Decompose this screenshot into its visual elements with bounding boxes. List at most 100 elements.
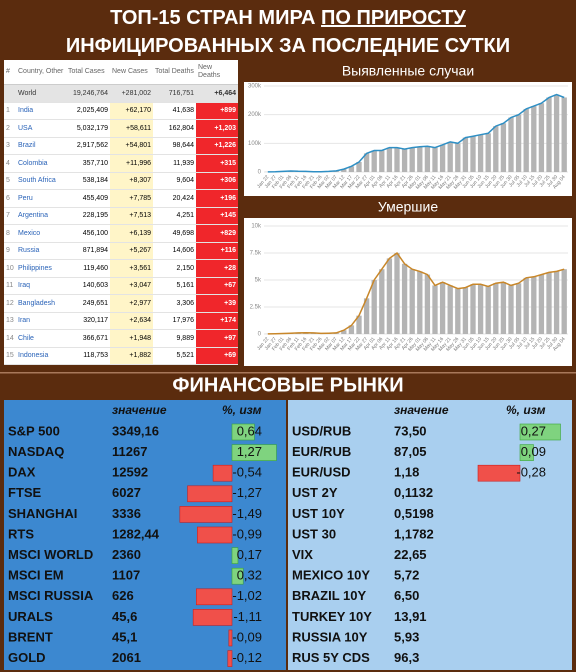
bar xyxy=(455,288,461,334)
country: Argentina xyxy=(16,207,66,225)
chart-title: Умершие xyxy=(378,199,439,215)
covid-table: # Country, Other Total Cases New Cases Total… xyxy=(4,60,238,365)
country-row: 12 Bangladesh 249,651 +2,977 3,306 +39 xyxy=(4,294,238,313)
bar xyxy=(493,283,499,334)
markets-title: ФИНАНСОВЫЕ РЫНКИ xyxy=(172,374,403,396)
y-tick-label: 10k xyxy=(251,224,262,230)
cell: +1,882 xyxy=(110,347,153,365)
value-header: значение xyxy=(112,403,167,417)
instrument: MSCI EM xyxy=(8,568,64,583)
bar xyxy=(394,253,400,334)
cell: +8,307 xyxy=(110,172,153,190)
instrument: MSCI RUSSIA xyxy=(8,588,94,603)
change: -1,02 xyxy=(232,588,262,603)
bar xyxy=(447,285,453,334)
change: 0,17 xyxy=(237,547,262,562)
country-row: 14 Chile 366,671 +1,948 9,889 +97 xyxy=(4,329,238,348)
bar xyxy=(477,134,484,172)
change: -0,54 xyxy=(232,465,262,480)
bar xyxy=(379,269,385,334)
y-tick-label: 0 xyxy=(258,332,262,338)
cell: +1,226 xyxy=(196,137,238,155)
y-tick-label: 5k xyxy=(255,278,262,284)
instrument: UST 2Y xyxy=(292,485,338,500)
change: 0,64 xyxy=(237,423,262,438)
bar xyxy=(356,315,362,334)
cell: +2,977 xyxy=(110,294,153,313)
bar xyxy=(485,286,491,334)
cell: 9,889 xyxy=(153,329,196,348)
change-bar xyxy=(197,526,233,544)
cell: 118,753 xyxy=(66,347,110,365)
instrument: RUSSIA 10Y xyxy=(292,629,368,644)
country-row: 6 Peru 455,409 +7,785 20,424 +196 xyxy=(4,189,238,208)
bar xyxy=(424,146,431,172)
value: 5,72 xyxy=(394,568,419,583)
bar xyxy=(508,117,514,172)
change-bar xyxy=(187,485,233,503)
country-row: 5 South Africa 538,184 +8,307 9,604 +306 xyxy=(4,172,238,190)
cell: +6,464 xyxy=(196,84,238,103)
country: India xyxy=(16,102,66,120)
change: -0,09 xyxy=(232,629,262,644)
cell: +145 xyxy=(196,207,238,225)
cell: 2,150 xyxy=(153,259,196,278)
cell: 2,025,409 xyxy=(66,102,110,120)
cell: 9 xyxy=(4,242,16,260)
cell: +7,785 xyxy=(110,189,153,208)
cell: 3,306 xyxy=(153,294,196,313)
value: 87,05 xyxy=(394,444,427,459)
bar xyxy=(386,147,393,172)
column-header: New Cases xyxy=(110,60,153,85)
cell: 366,671 xyxy=(66,329,110,348)
y-tick-label: 200k xyxy=(248,112,262,118)
change-bar xyxy=(192,609,233,626)
title-line: ИНФИЦИРОВАННЫХ ЗА ПОСЛЕДНИЕ СУТКИ xyxy=(65,35,511,57)
cell: 19,246,764 xyxy=(66,84,110,103)
cell: 2,917,562 xyxy=(66,137,110,155)
country: Colombia xyxy=(16,154,66,173)
cell: 9,604 xyxy=(153,172,196,190)
value: 0,5198 xyxy=(394,506,434,521)
cell: 228,195 xyxy=(66,207,110,225)
bar xyxy=(455,143,461,172)
value: 1282,44 xyxy=(112,526,160,541)
cell: +54,801 xyxy=(110,137,153,155)
instrument: EUR/RUB xyxy=(292,444,351,459)
cell: 98,644 xyxy=(153,137,196,155)
bar xyxy=(348,166,355,172)
bar xyxy=(432,147,438,172)
cell: 4,251 xyxy=(153,207,196,225)
change: 1,27 xyxy=(237,444,262,459)
cell: +11,996 xyxy=(110,154,153,173)
bar xyxy=(439,144,446,172)
country-row: 7 Argentina 228,195 +7,513 4,251 +145 xyxy=(4,207,238,225)
cell: 119,460 xyxy=(66,259,110,278)
cell: +67 xyxy=(196,277,238,295)
cell: +1,948 xyxy=(110,329,153,348)
change-bar xyxy=(231,567,244,585)
cell: 14 xyxy=(4,329,16,348)
value: 45,6 xyxy=(112,609,137,624)
column-header: Total Deaths xyxy=(153,60,196,85)
bar xyxy=(417,271,423,334)
bar xyxy=(485,133,491,172)
bar xyxy=(493,126,499,172)
change: -0,28 xyxy=(516,465,546,480)
instrument: SHANGHAI xyxy=(8,506,77,521)
cell: 20,424 xyxy=(153,189,196,208)
bar xyxy=(561,97,567,172)
cell: 5,032,179 xyxy=(66,119,110,138)
chart-title: Выявленные случаи xyxy=(342,63,474,79)
trend-line xyxy=(267,93,565,173)
change-bar xyxy=(228,629,233,647)
header: ТОП-15 СТРАН МИРА ПО ПРИРОСТУ ИНФИЦИРОВА… xyxy=(0,4,576,60)
instrument: UST 30 xyxy=(292,526,336,541)
change: 0,27 xyxy=(521,423,546,438)
bar xyxy=(470,284,476,334)
change: -0,12 xyxy=(232,650,262,665)
bar xyxy=(371,150,377,172)
change-header: %, изм xyxy=(222,403,262,417)
instrument: NASDAQ xyxy=(8,444,64,459)
cell: 13 xyxy=(4,312,16,330)
